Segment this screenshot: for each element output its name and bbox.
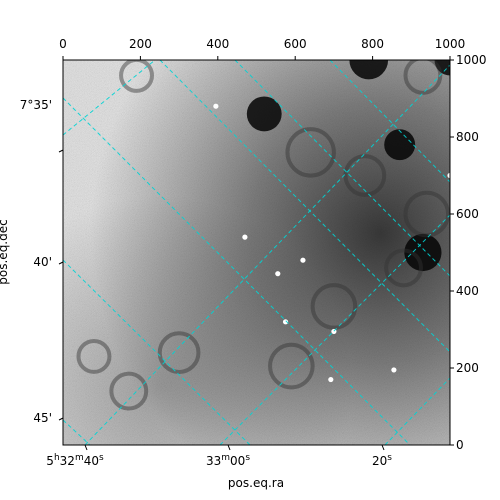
y-tick-label-0: 0 — [456, 438, 464, 452]
bright-source-6 — [447, 172, 450, 179]
bright-source-3 — [328, 376, 334, 383]
grid-line-2 — [219, 214, 450, 445]
dark-shell-9 — [119, 60, 155, 93]
world-axes: 5h32m40s 33m00s 20s 7°35' 40' 45' — [20, 98, 392, 468]
y-tick-label-3: 600 — [456, 207, 479, 221]
x-tick-label-4: 800 — [361, 37, 384, 51]
bright-source-7 — [275, 271, 281, 277]
plot-frame — [62, 59, 451, 446]
dark-shell-4 — [384, 248, 423, 288]
x-tick-label-2: 400 — [206, 37, 229, 51]
heatmap-image — [63, 60, 450, 445]
y-axis-label: pos.eq.dec — [0, 219, 10, 284]
ra-tick-label-1: 33m00s — [206, 453, 250, 468]
x-tick-label-3: 600 — [284, 37, 307, 51]
grid-line-3 — [384, 377, 450, 445]
wcs-grid — [63, 60, 450, 445]
dec-tick-mark-2 — [58, 417, 64, 421]
dark-shell-1 — [268, 342, 315, 390]
y-tick-label-1: 200 — [456, 361, 479, 375]
dark-blob-2 — [434, 60, 450, 76]
dark-blob-1 — [349, 60, 389, 80]
dark-blob-0 — [404, 233, 442, 272]
dark-blob-4 — [246, 96, 282, 132]
dark-shell-3 — [76, 338, 112, 374]
dark-shell-0 — [109, 371, 149, 411]
dark-shell-2 — [310, 283, 358, 330]
dec-tick-mark-1 — [58, 261, 64, 265]
grid-line-8 — [234, 60, 450, 277]
dark-blob-3 — [384, 129, 416, 161]
grid-line-9 — [329, 60, 450, 183]
dec-tick-label-0: 7°35' — [20, 98, 52, 112]
x-axis-label: pos.eq.ra — [228, 476, 284, 490]
x-tick-label-5: 1000 — [435, 37, 466, 51]
dark-shell-8 — [285, 127, 336, 178]
bright-source-4 — [213, 103, 219, 109]
y-tick-label-4: 800 — [456, 130, 479, 144]
y-tick-label-5: 1000 — [456, 53, 487, 67]
dark-shell-6 — [343, 154, 387, 197]
y-tick-label-2: 400 — [456, 284, 479, 298]
ra-tick-label-0: 5h32m40s — [46, 453, 104, 468]
ra-tick-mark-0 — [84, 444, 88, 451]
bright-source-1 — [282, 319, 289, 325]
bright-source-0 — [300, 257, 306, 263]
grid-line-6 — [63, 419, 91, 445]
grid-line-0 — [63, 60, 156, 136]
grid-line-4 — [63, 97, 411, 445]
grid-line-1 — [84, 64, 450, 445]
x-tick-label-0: 0 — [59, 37, 67, 51]
dec-tick-label-1: 40' — [33, 255, 52, 269]
ra-tick-label-2: 20s — [372, 453, 392, 468]
dark-shell-7 — [403, 190, 450, 238]
grid-line-7 — [159, 60, 450, 353]
dec-tick-mark-0 — [58, 149, 64, 153]
x-tick-label-1: 200 — [129, 37, 152, 51]
bright-source-5 — [242, 234, 248, 240]
pixel-axes: 0 200 400 600 800 1000 0 200 400 600 800 1000 — [59, 37, 486, 452]
ra-tick-mark-1 — [227, 444, 231, 451]
bright-source-8 — [391, 367, 397, 373]
dec-tick-label-2: 45' — [33, 411, 52, 425]
grid-line-5 — [63, 259, 251, 445]
ra-tick-mark-2 — [381, 444, 385, 451]
dark-shell-5 — [157, 331, 201, 374]
